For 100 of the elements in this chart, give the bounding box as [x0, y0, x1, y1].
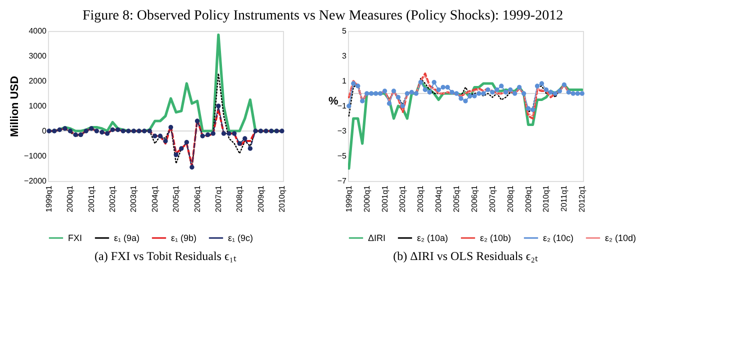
point [190, 164, 194, 170]
point [463, 98, 468, 104]
point [445, 84, 450, 90]
point [194, 118, 200, 124]
x-tick-label: 2009q1 [524, 184, 533, 212]
point [210, 131, 216, 136]
point [356, 84, 360, 88]
x-tick-label: 2008q1 [506, 184, 515, 212]
point [221, 131, 226, 136]
x-tick-label: 2011q1 [560, 184, 569, 212]
point [396, 94, 401, 100]
y-axis-title: Million USD [9, 76, 22, 138]
point [552, 91, 558, 96]
x-tick-label: 2002q1 [398, 184, 408, 212]
point [504, 90, 508, 95]
x-tick-label: 1999q1 [344, 184, 354, 212]
x-tick-label: 2002q1 [108, 184, 118, 212]
x-tick-label: 2006q1 [470, 184, 479, 212]
point [382, 88, 388, 94]
point [351, 81, 356, 86]
point [110, 127, 115, 132]
point [580, 91, 584, 96]
point [548, 90, 554, 95]
point [78, 132, 84, 138]
point [89, 126, 94, 131]
legend-label: ε₂ (10c) [543, 233, 574, 243]
point [391, 88, 396, 94]
point [544, 87, 549, 92]
y-tick-label: −1 [337, 102, 348, 110]
point [163, 138, 168, 144]
point [562, 82, 567, 88]
point [534, 84, 540, 88]
x-tick-label: 2010q1 [542, 184, 551, 212]
y-tick-label: 3 [342, 52, 348, 60]
x-tick-label: 2005q1 [452, 184, 462, 212]
point [184, 140, 190, 145]
x-tick-label: 2007q1 [214, 184, 223, 212]
point [530, 107, 536, 112]
x-tick-label: 2012q1 [578, 184, 587, 212]
point [575, 91, 580, 96]
point [237, 141, 242, 146]
point [84, 128, 88, 134]
y-tick-label: 0 [42, 126, 48, 136]
point [62, 126, 68, 131]
point [566, 90, 571, 95]
point [200, 134, 205, 138]
point [269, 128, 274, 134]
point [248, 146, 253, 151]
point [94, 128, 100, 134]
point [468, 94, 472, 98]
point [116, 127, 120, 132]
point [142, 128, 147, 134]
y-tick-label: −7 [337, 176, 348, 186]
x-tick-label: 2000q1 [362, 184, 372, 212]
x-tick-label: 2005q1 [172, 184, 181, 212]
point [486, 87, 490, 92]
legend-label: ΔIRI [368, 233, 386, 243]
x-tick-label: 2001q1 [380, 184, 390, 212]
point [414, 91, 419, 96]
point [476, 91, 482, 96]
y-tick-label: −5 [337, 152, 348, 160]
point [346, 104, 352, 108]
point [373, 91, 378, 96]
legend-label: ε₁ (9c) [228, 233, 254, 243]
point [458, 96, 464, 101]
point [526, 106, 531, 111]
point [557, 88, 562, 94]
point [253, 128, 258, 134]
y-tick-label: −3 [337, 126, 348, 136]
y-tick-label: 1 [342, 76, 348, 86]
point [46, 128, 52, 134]
point [368, 91, 374, 96]
point [508, 87, 513, 92]
point [418, 80, 423, 85]
point [258, 128, 264, 134]
x-tick-label: 1999q1 [44, 184, 54, 212]
point [427, 90, 432, 95]
point [422, 87, 428, 92]
y-tick-label: 5 [342, 26, 348, 36]
x-tick-label: 2001q1 [86, 184, 96, 212]
point [120, 128, 126, 134]
legend-label: ε₂ (10a) [417, 233, 448, 243]
x-tick-label: 2006q1 [192, 184, 202, 212]
point [73, 132, 78, 138]
point [490, 90, 495, 95]
legend-label: FXI [68, 233, 82, 243]
x-tick-label: 2010q1 [277, 184, 286, 212]
point [400, 104, 406, 108]
point [205, 132, 210, 138]
point [131, 128, 136, 134]
point [232, 131, 237, 136]
x-tick-label: 2003q1 [416, 184, 426, 212]
text: (a) FXI vs Tobit Residuals ϵ₁ₜ [94, 249, 236, 263]
point [100, 130, 104, 135]
point [360, 98, 365, 104]
point [450, 90, 454, 95]
point [174, 152, 178, 158]
y-axis-title: % [328, 96, 338, 108]
legend-label: ε₁ (9b) [171, 233, 197, 243]
point [432, 80, 436, 85]
